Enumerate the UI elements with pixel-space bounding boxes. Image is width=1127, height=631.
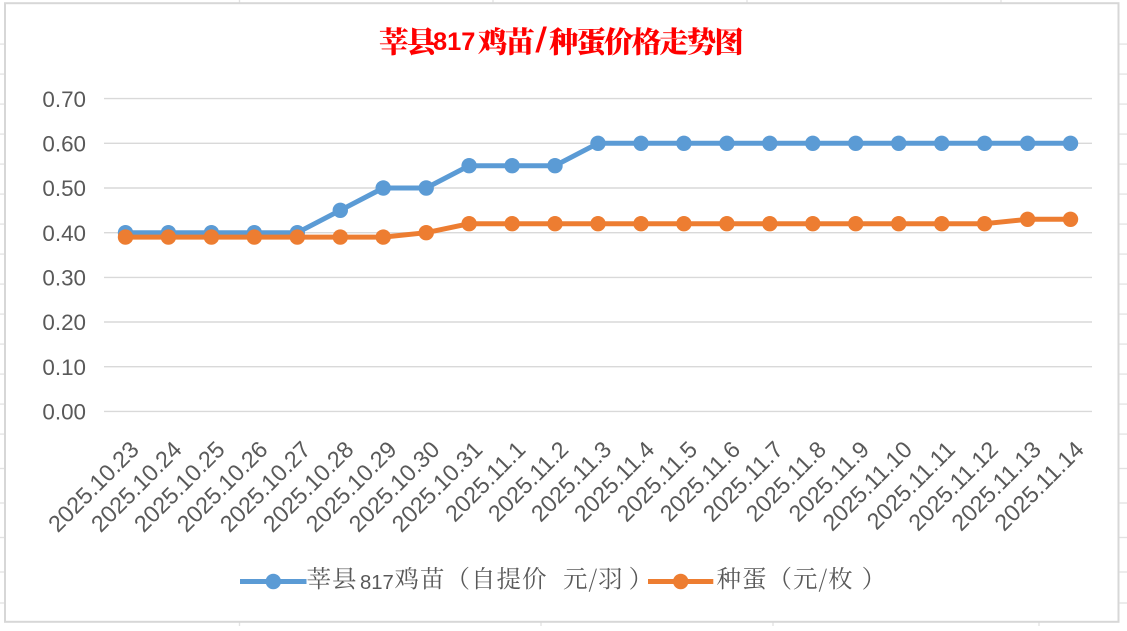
svg-text:817: 817 — [433, 28, 475, 56]
svg-text:0.20: 0.20 — [42, 310, 86, 335]
svg-text:0.60: 0.60 — [42, 132, 86, 157]
svg-text:0.50: 0.50 — [42, 176, 86, 201]
svg-text:0.10: 0.10 — [42, 355, 86, 380]
svg-text:0.40: 0.40 — [42, 221, 86, 246]
svg-text:817: 817 — [360, 572, 394, 594]
svg-text:0.00: 0.00 — [42, 400, 86, 425]
svg-text:0.30: 0.30 — [42, 266, 86, 291]
svg-text:0.70: 0.70 — [42, 87, 86, 112]
